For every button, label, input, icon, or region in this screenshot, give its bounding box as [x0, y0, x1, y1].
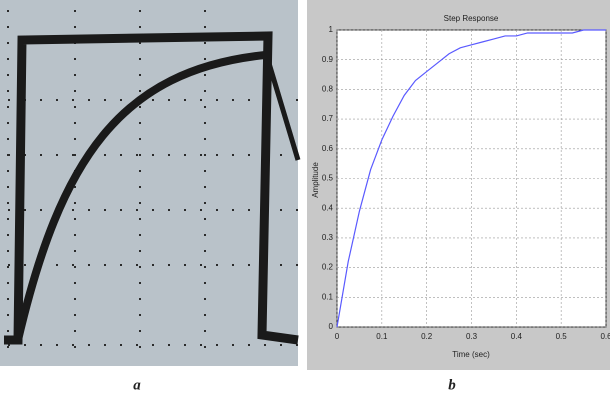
y-tick-label: 1 [329, 25, 334, 34]
x-tick-label: 0.5 [556, 332, 568, 341]
y-tick-label: 0.8 [322, 85, 334, 94]
y-tick-label: 0.2 [322, 263, 334, 272]
x-tick-label: 0 [335, 332, 340, 341]
y-axis-label: Amplitude [311, 162, 320, 198]
x-tick-label: 0.3 [466, 332, 478, 341]
caption: b [448, 377, 456, 393]
x-tick-label: 0.4 [511, 332, 523, 341]
chart-title: Step Response [444, 14, 499, 23]
oscilloscope-photo [0, 0, 301, 366]
y-tick-label: 0.9 [322, 55, 334, 64]
y-tick-label: 0.7 [322, 114, 334, 123]
caption: a [133, 377, 141, 393]
y-tick-label: 0.5 [322, 174, 334, 183]
data-line [336, 29, 606, 328]
y-tick-label: 0.6 [322, 144, 334, 153]
x-tick-label: 0.2 [421, 332, 433, 341]
y-tick-label: 0.3 [322, 233, 334, 242]
y-tick-label: 0.1 [322, 292, 334, 301]
y-tick-label: 0.4 [322, 203, 334, 212]
x-axis-label: Time (sec) [452, 350, 490, 359]
x-tick-label: 0.1 [376, 332, 388, 341]
y-tick-label: 0 [329, 322, 334, 331]
x-tick-label: 0.6 [600, 332, 610, 341]
